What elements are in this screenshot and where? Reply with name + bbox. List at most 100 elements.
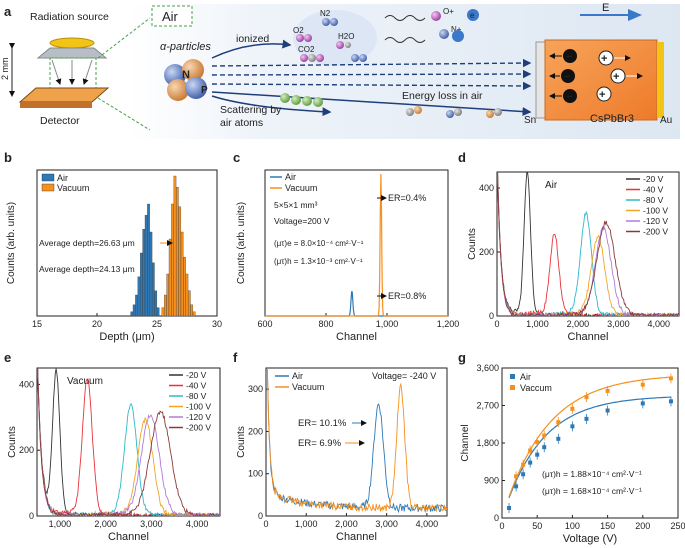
data-point-air <box>521 472 526 477</box>
molecule-o2: O2 <box>293 26 304 35</box>
y-axis-label: Counts <box>7 426 18 458</box>
x-axis-label: Channel <box>108 531 149 543</box>
panel-g-chart: g 0 50 100 150 200 250 0 900 1,800 2,700 3,600 Volta… <box>458 350 685 545</box>
energy-loss-label: Energy loss in air <box>402 90 483 102</box>
y-tick-label: 2,700 <box>476 401 499 411</box>
histogram-bar-air <box>132 304 136 317</box>
alpha-path-dashed <box>211 81 532 91</box>
y-axis-label: Counts <box>236 426 247 458</box>
x-tick-label: 1,000 <box>295 519 318 529</box>
legend-label: -80 V <box>186 391 207 401</box>
er-vacuum: ER=0.4% <box>388 193 426 203</box>
data-point-vaccum <box>640 382 645 387</box>
data-point-vaccum <box>535 440 540 445</box>
panel-e-chart: e 1,000 2,000 3,000 4,000 0 200 400 Channel Count… <box>4 350 221 543</box>
sn-electrode <box>535 41 546 119</box>
spectra-group <box>497 172 679 316</box>
histogram-bar-vacuum <box>168 238 172 317</box>
air-label: Air <box>162 9 179 24</box>
mu-tau-e: (μτ)e = 8.0×10⁻⁴ cm²·V⁻¹ <box>274 239 364 248</box>
beam-arrow <box>51 59 62 85</box>
x-tick-label: 4,000 <box>416 519 439 529</box>
y-axis-label: Channel <box>460 424 471 461</box>
histogram-bar-vacuum <box>190 304 194 317</box>
histogram-bar-vacuum <box>171 203 174 317</box>
legend-marker-air <box>510 374 515 379</box>
y-tick-label: 200 <box>479 247 494 257</box>
source-detector-setup: Radiation source 2 mm Detector <box>0 11 151 131</box>
x-tick-label: 1,000 <box>526 319 549 329</box>
spectrum-line--80V <box>497 172 679 316</box>
histogram-bar-air <box>130 311 134 317</box>
data-point-air <box>507 506 512 510</box>
data-point-air <box>528 460 533 465</box>
x-axis-label: Voltage (V) <box>563 533 617 545</box>
panel-c-chart: c 600 800 1,000 1,200 Channel Counts (arb. uni… <box>233 150 459 343</box>
data-point-air <box>584 416 589 421</box>
x-tick-label: 15 <box>32 319 42 329</box>
source-holder <box>36 47 108 59</box>
panel-f-chart: f 0 1,000 2,000 3,000 4,000 0 100 200 300 Channel C… <box>233 350 448 543</box>
panel-a-schematic: a Radiation source 2 mm Detector Air α-p… <box>0 2 680 139</box>
ionized-arrow <box>211 39 292 59</box>
energy-loss-atoms <box>406 106 502 118</box>
data-point-vaccum <box>521 462 526 467</box>
y-tick-label: 200 <box>248 426 263 436</box>
data-point-air <box>605 408 610 413</box>
au-electrode <box>657 42 664 118</box>
sn-label: Sn <box>524 115 536 126</box>
legend-label-air: Air <box>57 173 68 183</box>
y-tick-label: 200 <box>19 445 34 455</box>
chart-layer: b 15 20 25 30 Depth (μm) Counts (arb. units) Ai… <box>4 150 685 545</box>
detector-plate <box>18 87 110 103</box>
legend-label: -100 V <box>643 206 668 216</box>
scattering-atoms <box>280 93 323 107</box>
spectrum-line--120V <box>37 368 220 516</box>
data-point-air <box>668 399 673 404</box>
au-label: Au <box>660 115 672 126</box>
plot-frame <box>36 169 218 317</box>
y-tick-label: 100 <box>248 469 263 479</box>
histogram-bar-air <box>135 294 138 317</box>
legend-label-air: Air <box>292 371 303 381</box>
data-point-vaccum <box>542 433 547 438</box>
data-point-vaccum <box>514 474 519 479</box>
electron-charge: − <box>564 71 570 83</box>
scattering-label-2: air atoms <box>220 117 263 129</box>
x-tick-label: 30 <box>212 319 222 329</box>
x-tick-label: 0 <box>263 519 268 529</box>
histogram-bar-air <box>154 290 158 317</box>
x-tick-label: 50 <box>532 521 542 531</box>
electron-charge: − <box>566 51 572 63</box>
legend-marker-vacuum <box>510 385 515 390</box>
data-point-air <box>556 436 561 441</box>
panel-d-chart: d 0 1,000 2,000 3,000 4,000 0 200 400 Channel Coun… <box>458 150 680 343</box>
average-depth-vacuum: Average depth=26.63 μm <box>39 238 135 248</box>
y-tick-label: 3,600 <box>476 363 499 373</box>
average-depth-air: Average depth=24.13 μm <box>39 264 135 274</box>
hole-charge: + <box>613 71 619 83</box>
panel-b-chart: b 15 20 25 30 Depth (μm) Counts (arb. units) Ai… <box>4 150 222 343</box>
y-tick-label: 0 <box>489 311 494 321</box>
ion-n-label: N+ <box>451 25 462 34</box>
legend-swatch-vacuum <box>41 183 55 192</box>
air-molecule-cluster: N2 O2 H2O CO2 <box>293 9 377 66</box>
y-tick-label: 300 <box>248 384 263 394</box>
y-tick-label: 0 <box>29 511 34 521</box>
histogram-bar-vacuum <box>164 294 167 317</box>
electron-icon <box>452 30 464 42</box>
energy-loss-arrow <box>211 91 532 116</box>
panel-b-label: b <box>4 150 12 165</box>
radiation-source-disc <box>49 37 95 49</box>
er-air: ER= 10.1% <box>298 418 347 429</box>
alpha-particles-label: α-particles <box>160 41 211 53</box>
legend-label: -120 V <box>186 412 211 422</box>
x-tick-label: 1,200 <box>437 319 460 329</box>
x-tick-label: 150 <box>600 521 615 531</box>
data-point-vaccum <box>528 448 533 453</box>
emission-wave <box>384 15 426 21</box>
data-point-air <box>570 424 575 429</box>
legend-label: -80 V <box>643 195 664 205</box>
legend-label-vacuum: Vaccum <box>520 383 552 393</box>
